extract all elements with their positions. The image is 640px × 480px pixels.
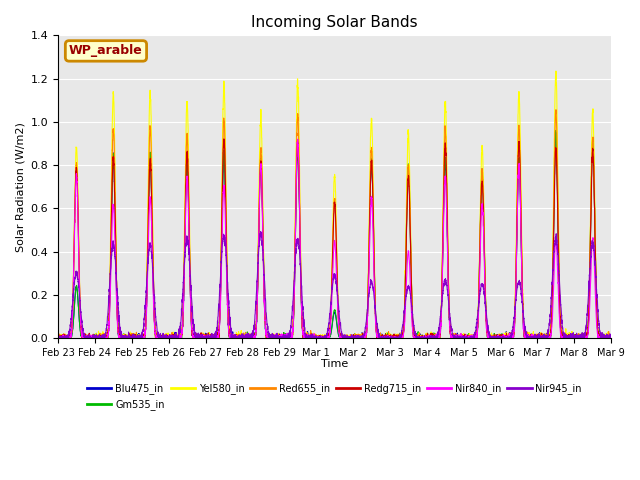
Red655_in [428, 335, 436, 341]
Nir840_in [428, 335, 436, 341]
Redg715_in [459, 334, 467, 340]
Nir840_in [314, 335, 322, 341]
Blu475_in [607, 335, 614, 341]
Nir840_in [154, 335, 161, 341]
Redg715_in [154, 335, 161, 341]
Gm535_in [54, 335, 62, 341]
Redg715_in [314, 335, 322, 341]
Yel580_in [154, 335, 161, 341]
Nir945_in [314, 335, 322, 341]
Gm535_in [428, 333, 436, 338]
Redg715_in [54, 335, 62, 341]
Yel580_in [459, 332, 467, 337]
Legend: Blu475_in, Gm535_in, Yel580_in, Red655_in, Redg715_in, Nir840_in, Nir945_in: Blu475_in, Gm535_in, Yel580_in, Red655_i… [83, 379, 586, 414]
Red655_in [54, 335, 62, 341]
Line: Nir945_in: Nir945_in [58, 231, 611, 338]
Yel580_in [54, 335, 62, 341]
Line: Blu475_in: Blu475_in [58, 132, 611, 338]
Yel580_in [428, 333, 436, 339]
Nir945_in [257, 228, 264, 234]
Gm535_in [607, 335, 615, 341]
Yel580_in [552, 68, 560, 74]
Redg715_in [490, 335, 498, 341]
Gm535_in [490, 335, 498, 340]
Line: Yel580_in: Yel580_in [58, 71, 611, 338]
Yel580_in [607, 335, 614, 341]
Yel580_in [490, 332, 498, 338]
X-axis label: Time: Time [321, 359, 348, 369]
Nir945_in [459, 335, 467, 341]
Nir945_in [607, 335, 615, 341]
Line: Gm535_in: Gm535_in [58, 131, 611, 338]
Blu475_in [490, 333, 498, 339]
Red655_in [154, 335, 161, 340]
Red655_in [552, 107, 560, 113]
Line: Nir840_in: Nir840_in [58, 139, 611, 338]
Red655_in [607, 335, 615, 341]
Nir840_in [459, 334, 467, 340]
Gm535_in [607, 333, 614, 339]
Redg715_in [607, 334, 614, 340]
Blu475_in [314, 335, 322, 341]
Red655_in [607, 334, 614, 340]
Gm535_in [459, 334, 467, 340]
Blu475_in [459, 334, 467, 339]
Line: Redg715_in: Redg715_in [58, 139, 611, 338]
Blu475_in [54, 335, 62, 341]
Nir840_in [54, 335, 62, 341]
Red655_in [490, 335, 498, 341]
Redg715_in [428, 335, 436, 341]
Blu475_in [428, 335, 436, 341]
Nir840_in [294, 136, 301, 142]
Text: WP_arable: WP_arable [69, 45, 143, 58]
Gm535_in [314, 335, 322, 341]
Nir840_in [607, 334, 615, 340]
Redg715_in [607, 333, 615, 339]
Nir840_in [607, 335, 614, 341]
Nir945_in [607, 334, 614, 339]
Nir945_in [54, 335, 62, 341]
Blu475_in [154, 335, 161, 340]
Redg715_in [220, 136, 228, 142]
Gm535_in [552, 128, 559, 133]
Nir840_in [490, 335, 498, 340]
Title: Incoming Solar Bands: Incoming Solar Bands [252, 15, 418, 30]
Blu475_in [552, 130, 560, 135]
Blu475_in [54, 335, 62, 341]
Yel580_in [314, 335, 322, 341]
Blu475_in [607, 332, 615, 338]
Line: Red655_in: Red655_in [58, 110, 611, 338]
Nir945_in [154, 331, 161, 337]
Nir945_in [428, 335, 436, 340]
Nir945_in [490, 334, 498, 339]
Y-axis label: Solar Radiation (W/m2): Solar Radiation (W/m2) [15, 122, 25, 252]
Red655_in [314, 335, 322, 341]
Gm535_in [154, 335, 161, 341]
Red655_in [459, 335, 467, 341]
Yel580_in [54, 332, 62, 338]
Yel580_in [607, 333, 615, 339]
